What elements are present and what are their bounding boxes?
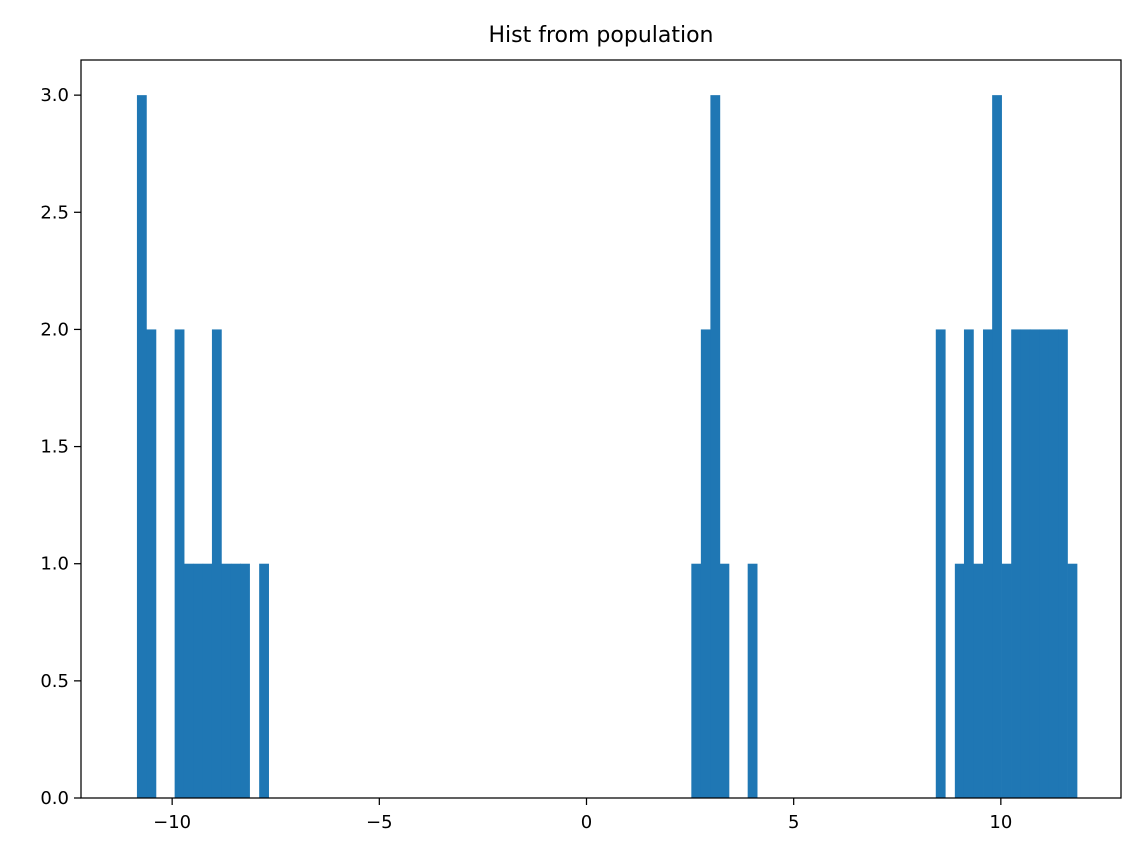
histogram-bar	[747, 563, 758, 798]
histogram-bar	[230, 563, 241, 798]
histogram-bar	[136, 95, 147, 798]
histogram-bar	[259, 563, 269, 798]
histogram-bar	[183, 563, 194, 798]
y-tick-label: 1.5	[40, 437, 69, 458]
histogram-bar	[1039, 329, 1050, 798]
plot-frame	[80, 59, 1122, 799]
histogram-bar	[193, 563, 204, 798]
histogram-bar	[1048, 329, 1059, 798]
x-axis-ticks: −10 −5 0 5 10	[153, 798, 1012, 833]
histogram-bar	[1011, 329, 1022, 798]
x-tick-label: 0	[581, 812, 592, 833]
histogram-bar	[935, 329, 946, 798]
histogram-bar	[963, 329, 974, 798]
y-axis-ticks: 0.0 0.5 1.0 1.5 2.0 2.5 3.0	[40, 85, 81, 809]
y-tick-label: 0.0	[40, 788, 69, 809]
histogram-bar	[221, 563, 232, 798]
y-tick-label: 2.5	[40, 202, 69, 223]
x-tick-label: −5	[366, 812, 393, 833]
histogram-bar	[146, 329, 157, 798]
histogram-bar	[983, 329, 993, 798]
histogram-bar	[1067, 563, 1078, 798]
histogram-bar	[240, 563, 250, 798]
x-tick-label: −10	[153, 812, 191, 833]
histogram-bar	[1020, 329, 1031, 798]
histogram-bar	[973, 563, 984, 798]
histogram-bar	[174, 329, 185, 798]
y-tick-label: 2.0	[40, 319, 69, 340]
x-tick-label: 10	[989, 812, 1012, 833]
histogram-bar	[719, 563, 730, 798]
y-tick-label: 0.5	[40, 671, 69, 692]
histogram-bar	[992, 95, 1002, 798]
histogram-bar	[202, 563, 213, 798]
histogram-bar	[1001, 563, 1012, 798]
histogram-bar	[1058, 329, 1068, 798]
histogram-bar	[954, 563, 965, 798]
chart-title: Hist from population	[489, 23, 714, 48]
y-tick-label: 1.0	[40, 554, 69, 575]
histogram-bar	[710, 95, 721, 798]
histogram-bar	[211, 329, 222, 798]
x-tick-label: 5	[788, 812, 799, 833]
histogram-bar	[700, 329, 711, 798]
bars-group	[136, 95, 1078, 798]
histogram-bar	[1029, 329, 1040, 798]
histogram-bar	[691, 563, 702, 798]
y-tick-label: 3.0	[40, 85, 69, 106]
